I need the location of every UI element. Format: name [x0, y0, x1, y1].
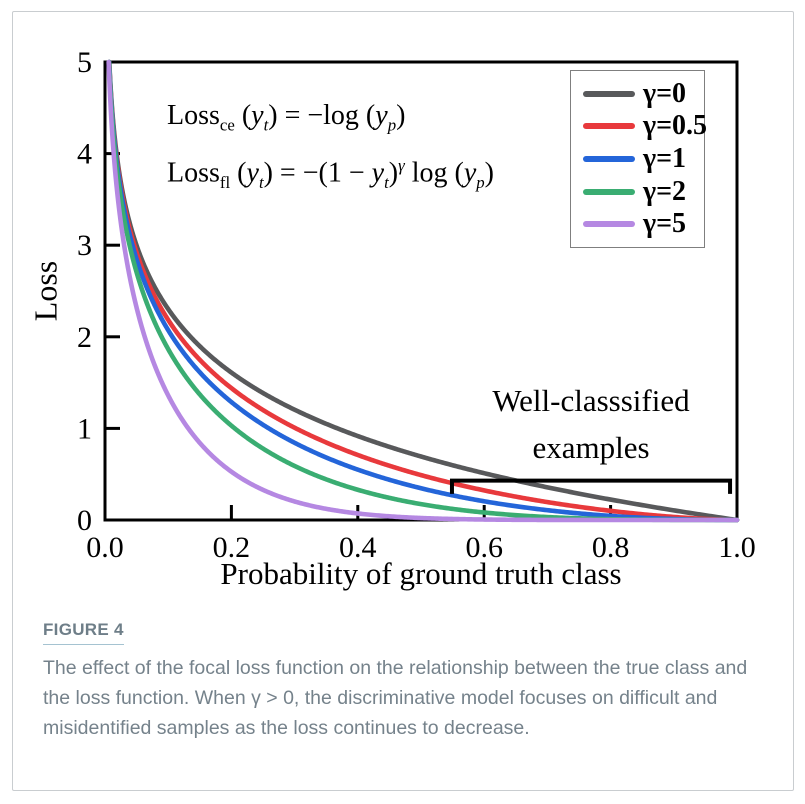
- loss-chart-svg: 0.0 0.2 0.4 0.6 0.8 1.0 0 1 2 3 4 5: [77, 46, 756, 564]
- legend-item-gamma-5: γ=5: [583, 210, 704, 238]
- y-tick-label: 4: [77, 138, 92, 171]
- legend-line-swatch: [583, 123, 635, 130]
- figure-caption-text: The effect of the focal loss function on…: [43, 657, 748, 739]
- well-classified-annotation: Well-classsified examples: [492, 383, 690, 465]
- well-classified-bracket: [449, 478, 733, 494]
- x-tick-label: 1.0: [718, 531, 756, 564]
- y-tick-label: 5: [77, 46, 92, 79]
- y-tick-label: 3: [77, 229, 92, 262]
- legend-line-swatch: [583, 155, 635, 162]
- x-tick-label: 0.0: [86, 531, 124, 564]
- legend-label: γ=5: [643, 208, 687, 240]
- y-tick-label: 1: [77, 412, 92, 445]
- legend-line-swatch: [583, 90, 635, 97]
- legend-item-gamma-1: γ=1: [583, 142, 704, 174]
- legend-item-gamma-0: γ=0: [583, 77, 704, 109]
- y-tick-label: 2: [77, 321, 92, 354]
- figure-caption: FIGURE 4 The effect of the focal loss fu…: [43, 620, 755, 743]
- legend-line-swatch: [583, 188, 635, 195]
- x-tick-label: 0.4: [339, 531, 377, 564]
- figure-label: FIGURE 4: [43, 620, 124, 645]
- legend-item-gamma-0-5: γ=0.5: [583, 110, 708, 142]
- y-tick-label: 0: [77, 504, 92, 537]
- legend-label: γ=2: [643, 175, 687, 207]
- formula-cross-entropy: Lossce (yt) = −log (yp): [167, 100, 406, 135]
- legend-label: γ=0: [643, 77, 687, 109]
- legend-line-swatch: [583, 221, 635, 228]
- x-tick-label: 0.8: [592, 531, 630, 564]
- x-tick-label: 0.2: [213, 531, 251, 564]
- y-axis-title: Loss: [27, 260, 64, 322]
- chart-legend: γ=0 γ=0.5 γ=1 γ=2 γ=5: [570, 70, 708, 248]
- x-axis-title: Probability of ground truth class: [220, 556, 622, 591]
- legend-item-gamma-2: γ=2: [583, 175, 704, 207]
- legend-label: γ=1: [643, 142, 687, 174]
- curve-gamma-2: [106, 59, 740, 523]
- curve-gamma-5: [106, 59, 740, 523]
- x-tick-label: 0.6: [465, 531, 503, 564]
- formula-focal-loss: Lossfl (yt) = −(1 − yt)γ log (yp): [167, 156, 494, 192]
- legend-label: γ=0.5: [643, 110, 708, 142]
